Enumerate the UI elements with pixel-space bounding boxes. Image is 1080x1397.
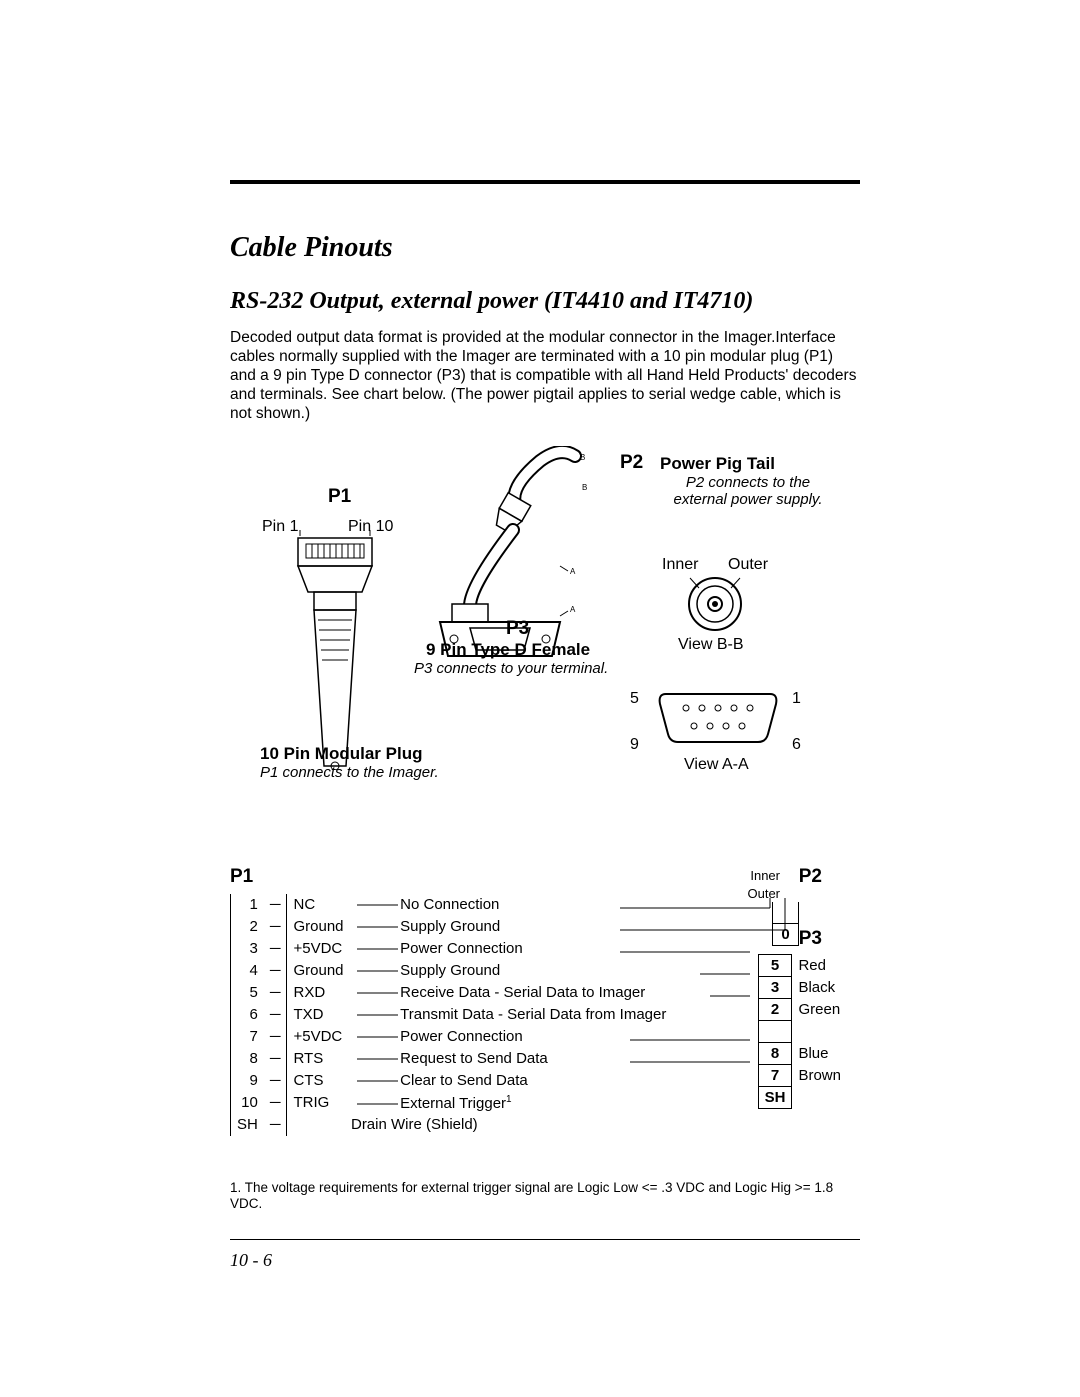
- view-bb-label: View B-B: [678, 636, 744, 654]
- horizontal-rule-top: [230, 180, 860, 184]
- p3-note: P3 connects to your terminal.: [414, 660, 608, 677]
- db9-face-drawing: [648, 676, 788, 756]
- connector-diagram: P1 Pin 1 Pin 10 B: [230, 446, 860, 866]
- p1-title: 10 Pin Modular Plug: [260, 744, 422, 764]
- outer-label: Outer: [728, 556, 768, 574]
- table-row: 8Blue: [758, 1042, 847, 1064]
- table-row: 2Green: [758, 998, 847, 1020]
- svg-text:B: B: [582, 483, 587, 492]
- svg-text:B: B: [580, 453, 585, 462]
- p1-table-header: P1: [230, 866, 253, 888]
- p2-pin-table: 0: [772, 902, 812, 947]
- p3-title: 9 Pin Type D Female: [426, 640, 590, 660]
- p3-pin-table: 5Red 3Black 2Green 8Blue 7Brown SH: [758, 954, 848, 1109]
- power-pigtail-title: Power Pig Tail: [660, 454, 775, 474]
- modular-plug-drawing: [270, 530, 400, 770]
- svg-text:A: A: [570, 605, 576, 614]
- pinout-wiring: P1 Inner Outer P2 P3 1─NC No Connection …: [230, 866, 860, 1166]
- p1-note: P1 connects to the Imager.: [260, 764, 439, 781]
- table-row: 5Red: [758, 954, 847, 976]
- barrel-connector-drawing: [685, 574, 745, 634]
- table-row: 7Brown: [758, 1064, 847, 1086]
- intro-paragraph: Decoded output data format is provided a…: [230, 329, 860, 424]
- d9-pin1: 1: [792, 690, 801, 708]
- table-row: [758, 1020, 847, 1042]
- p1-label: P1: [328, 486, 351, 508]
- table-row: 3Black: [758, 976, 847, 998]
- d9-pin9: 9: [630, 736, 639, 754]
- power-pigtail-note: P2 connects to the external power supply…: [668, 474, 828, 509]
- p3-label: P3: [506, 618, 529, 640]
- subtitle: RS-232 Output, external power (IT4410 an…: [230, 288, 860, 315]
- horizontal-rule-bottom: [230, 1239, 860, 1240]
- d9-pin6: 6: [792, 736, 801, 754]
- view-aa-label: View A-A: [684, 756, 749, 774]
- d9-pin5: 5: [630, 690, 639, 708]
- svg-text:A: A: [570, 567, 576, 576]
- table-row: SH: [758, 1086, 847, 1108]
- footnote-text: 1. The voltage requirements for external…: [230, 1180, 860, 1214]
- table-row: 0: [773, 924, 812, 946]
- p2-label: P2: [620, 452, 643, 474]
- inner-label: Inner: [662, 556, 698, 574]
- page-number: 10 - 6: [230, 1250, 860, 1271]
- p2-table-header: P2: [799, 866, 822, 888]
- section-title: Cable Pinouts: [230, 232, 860, 264]
- p2-inner-label: Inner: [750, 868, 780, 883]
